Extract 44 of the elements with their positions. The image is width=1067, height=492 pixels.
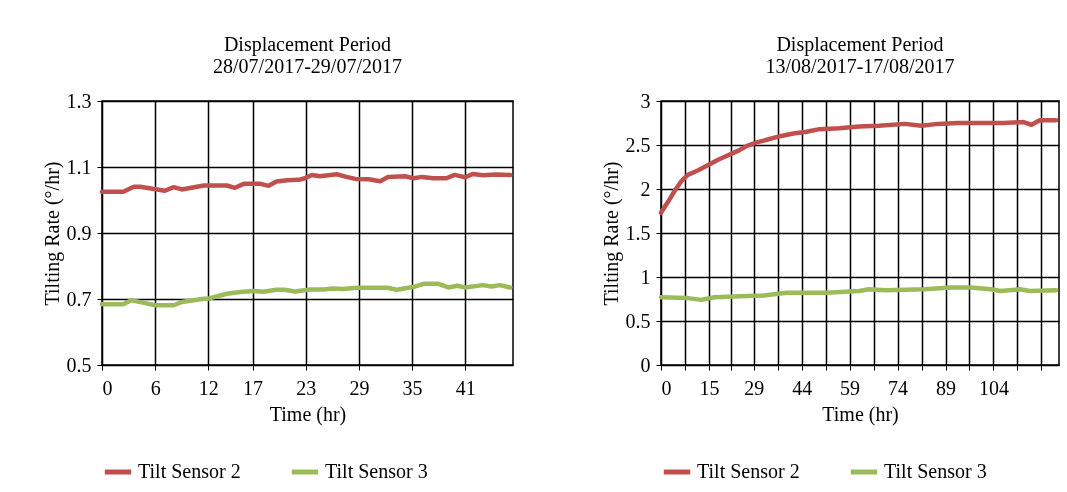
y-tick-label: 0.9 (66, 221, 92, 244)
x-tick-label: 0 (661, 376, 672, 399)
legend-label: Tilt Sensor 3 (325, 460, 428, 482)
x-tick-label: 0 (102, 376, 113, 399)
y-tick-label: 0 (640, 353, 651, 376)
x-tick-label: 44 (792, 376, 813, 399)
chart-title: Displacement Period (776, 33, 944, 56)
x-tick-label: 17 (243, 376, 264, 399)
x-tick-label: 59 (840, 376, 861, 399)
y-tick-label: 0.5 (66, 353, 92, 376)
x-tick-label: 6 (150, 376, 161, 399)
x-axis-title: Time (hr) (822, 402, 899, 426)
y-tick-label: 1.5 (625, 221, 651, 244)
y-tick-label: 1.3 (66, 89, 92, 112)
y-axis-title: Tilting Rate (°/hr) (599, 161, 623, 306)
x-tick-label: 29 (744, 376, 765, 399)
x-tick-label: 89 (936, 376, 957, 399)
y-tick-label: 0.7 (66, 287, 92, 310)
line-series (658, 285, 1059, 303)
x-tick-label: 12 (198, 376, 219, 399)
chart-title: Displacement Period (223, 33, 392, 56)
legend-label: Tilt Sensor 2 (697, 460, 800, 482)
x-tick-label: 23 (296, 376, 317, 399)
chart-subtitle: 13/08/2017-17/08/2017 (765, 55, 955, 77)
x-tick-label: 74 (888, 376, 909, 399)
y-tick-label: 2 (640, 177, 651, 200)
y-axis-title: Tilting Rate (°/hr) (40, 161, 64, 306)
legend-label: Tilt Sensor 3 (884, 460, 987, 482)
line-series (99, 281, 513, 308)
y-tick-label: 3 (640, 89, 651, 112)
legend-label: Tilt Sensor 2 (138, 460, 241, 482)
y-tick-label: 1.1 (66, 155, 92, 178)
x-tick-label: 41 (455, 376, 476, 399)
x-tick-label: 15 (699, 376, 720, 399)
x-tick-label: 35 (402, 376, 423, 399)
x-tick-label: 104 (978, 376, 1009, 399)
x-axis-title: Time (hr) (269, 402, 347, 426)
line-series (658, 118, 1059, 216)
y-tick-label: 0.5 (625, 309, 651, 332)
y-tick-label: 1 (640, 265, 651, 288)
chart-subtitle: 28/07/2017-29/07/2017 (213, 55, 402, 77)
x-tick-label: 29 (349, 376, 370, 399)
y-tick-label: 2.5 (625, 133, 651, 156)
line-series (99, 171, 513, 194)
